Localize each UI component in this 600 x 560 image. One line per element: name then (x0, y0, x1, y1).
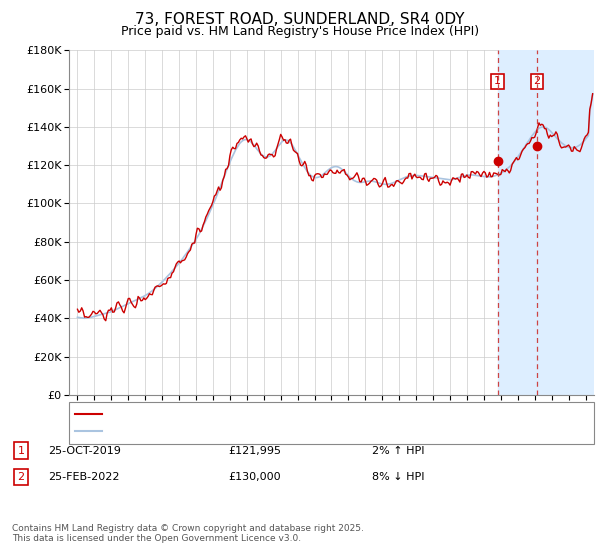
Text: 8% ↓ HPI: 8% ↓ HPI (372, 472, 425, 482)
Text: 73, FOREST ROAD, SUNDERLAND, SR4 0DY: 73, FOREST ROAD, SUNDERLAND, SR4 0DY (135, 12, 465, 27)
Text: 2: 2 (17, 472, 25, 482)
Text: Price paid vs. HM Land Registry's House Price Index (HPI): Price paid vs. HM Land Registry's House … (121, 25, 479, 38)
Text: 73, FOREST ROAD, SUNDERLAND, SR4 0DY (semi-detached house): 73, FOREST ROAD, SUNDERLAND, SR4 0DY (se… (108, 409, 455, 419)
Text: 1: 1 (494, 76, 501, 86)
Text: £121,995: £121,995 (228, 446, 281, 456)
Text: Contains HM Land Registry data © Crown copyright and database right 2025.
This d: Contains HM Land Registry data © Crown c… (12, 524, 364, 543)
Text: HPI: Average price, semi-detached house, Sunderland: HPI: Average price, semi-detached house,… (108, 426, 389, 436)
Text: £130,000: £130,000 (228, 472, 281, 482)
Text: 2% ↑ HPI: 2% ↑ HPI (372, 446, 425, 456)
Bar (497, 50, 594, 395)
Text: 25-FEB-2022: 25-FEB-2022 (48, 472, 119, 482)
Text: 25-OCT-2019: 25-OCT-2019 (48, 446, 121, 456)
Text: 2: 2 (533, 76, 541, 86)
Text: 1: 1 (17, 446, 25, 456)
